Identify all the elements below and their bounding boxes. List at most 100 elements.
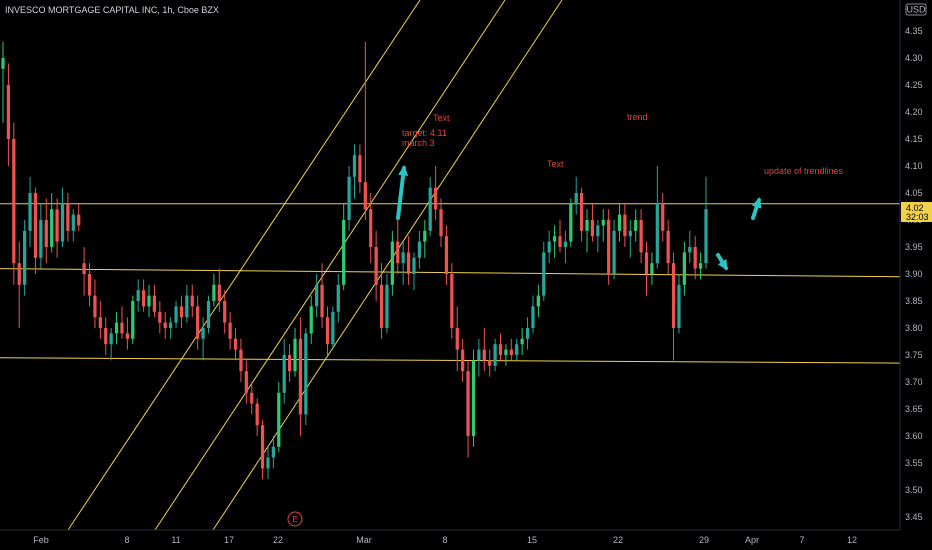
candle-body bbox=[336, 284, 340, 312]
chart-title: INVESCO MORTGAGE CAPITAL INC, 1h, Cboe B… bbox=[5, 5, 219, 15]
candle-body bbox=[179, 306, 184, 318]
y-tick-label: 4.35 bbox=[905, 26, 923, 36]
candle-body bbox=[131, 301, 135, 339]
candle-body bbox=[325, 317, 330, 345]
candle-body bbox=[677, 284, 681, 328]
candle-body bbox=[87, 274, 92, 296]
candle-body bbox=[590, 220, 595, 237]
middle-support-line[interactable] bbox=[0, 268, 901, 278]
candle-body bbox=[17, 263, 21, 285]
candle-body bbox=[666, 230, 670, 264]
y-tick-label: 3.90 bbox=[905, 269, 923, 279]
y-tick-label: 3.55 bbox=[905, 458, 923, 468]
y-tick-label: 3.60 bbox=[905, 431, 923, 441]
candle-body bbox=[417, 241, 422, 258]
price-axis-bg bbox=[900, 0, 932, 550]
candle-body bbox=[33, 193, 38, 258]
candle-body bbox=[358, 155, 362, 183]
x-tick-label: 8 bbox=[124, 535, 129, 545]
candle-body bbox=[201, 328, 205, 339]
candle-body bbox=[315, 284, 319, 307]
candle-body bbox=[477, 349, 481, 361]
x-tick-label: 11 bbox=[171, 535, 180, 545]
candle-body bbox=[190, 295, 194, 307]
time-axis[interactable]: Feb 8 11 17 22 Mar 8 15 22 29 Apr 7 12 bbox=[0, 529, 900, 545]
candle-body bbox=[471, 360, 476, 436]
candle-body bbox=[433, 187, 438, 210]
candle-body bbox=[277, 392, 281, 447]
arrows[interactable] bbox=[396, 165, 762, 271]
up-arrow[interactable] bbox=[751, 197, 762, 220]
currency-badge bbox=[905, 3, 927, 16]
candle-body bbox=[493, 344, 497, 366]
candle-body bbox=[309, 306, 313, 334]
candle-body bbox=[206, 301, 211, 328]
candle-body bbox=[347, 176, 351, 220]
candle-body bbox=[39, 220, 43, 258]
candle-body bbox=[158, 311, 162, 323]
candle-body bbox=[147, 295, 151, 307]
down-arrow[interactable] bbox=[716, 253, 728, 271]
candle-body bbox=[396, 241, 400, 264]
y-tick-label: 4.05 bbox=[905, 188, 923, 198]
annotation-text[interactable]: trend bbox=[627, 112, 648, 122]
candle-body bbox=[379, 284, 384, 328]
candle-body bbox=[412, 257, 416, 274]
candle-body bbox=[569, 203, 573, 242]
candle-body bbox=[109, 333, 113, 345]
target-arrow[interactable] bbox=[396, 165, 409, 220]
annotation-text[interactable]: Text bbox=[547, 159, 564, 169]
countdown-value: 32:03 bbox=[906, 212, 929, 222]
candle-body bbox=[704, 209, 708, 264]
candle-body bbox=[6, 85, 11, 139]
candle-body bbox=[287, 355, 292, 372]
candle-body bbox=[223, 301, 227, 323]
candle-body bbox=[698, 263, 703, 269]
annotation-text[interactable]: Text bbox=[433, 113, 450, 123]
channel-upper-line[interactable] bbox=[67, 0, 421, 531]
candle-body bbox=[401, 252, 405, 264]
annotation-text[interactable]: target: 4.11 bbox=[402, 128, 447, 138]
currency-badge-text: USD bbox=[906, 5, 926, 15]
y-tick-label: 3.80 bbox=[905, 323, 923, 333]
target-arrow-head bbox=[398, 165, 409, 176]
candle-body bbox=[77, 214, 81, 226]
candle-body bbox=[439, 209, 443, 237]
x-tick-label: Feb bbox=[33, 535, 49, 545]
candle-body bbox=[671, 263, 676, 328]
candle-body bbox=[293, 338, 297, 372]
candle-body bbox=[531, 306, 535, 328]
candle-body bbox=[298, 338, 303, 415]
channel-middle-line[interactable] bbox=[154, 0, 506, 531]
price-axis[interactable]: USD 4.354.304.254.204.154.104.054.003.95… bbox=[899, 0, 932, 550]
earnings-marker[interactable]: E bbox=[287, 511, 303, 527]
candle-body bbox=[217, 284, 221, 301]
candle-body bbox=[385, 284, 389, 328]
channel-lower-line[interactable] bbox=[212, 0, 563, 531]
candle-body bbox=[163, 322, 167, 328]
y-tick-label: 3.45 bbox=[905, 512, 923, 522]
candle-body bbox=[661, 203, 665, 231]
y-tick-label: 3.70 bbox=[905, 377, 923, 387]
annotation-text[interactable]: march 3 bbox=[402, 138, 435, 148]
y-tick-label: 4.10 bbox=[905, 161, 923, 171]
trendlines[interactable] bbox=[0, 0, 901, 531]
annotation-text[interactable]: update of trendlines bbox=[764, 166, 844, 176]
candle-body bbox=[1, 58, 5, 69]
lower-support-line[interactable] bbox=[0, 357, 901, 364]
candle-body bbox=[304, 333, 308, 415]
x-tick-label: 15 bbox=[527, 535, 537, 545]
candle-body bbox=[390, 241, 394, 285]
candle-body bbox=[363, 182, 367, 210]
candle-body bbox=[623, 214, 627, 237]
candle-body bbox=[558, 236, 562, 247]
y-tick-label: 3.85 bbox=[905, 296, 923, 306]
candle-body bbox=[255, 403, 259, 426]
candle-body bbox=[250, 392, 254, 404]
candle-body bbox=[320, 284, 324, 318]
candle-body bbox=[174, 306, 178, 323]
last-price-value: 4.02 bbox=[906, 203, 924, 213]
candle-body bbox=[60, 203, 65, 242]
